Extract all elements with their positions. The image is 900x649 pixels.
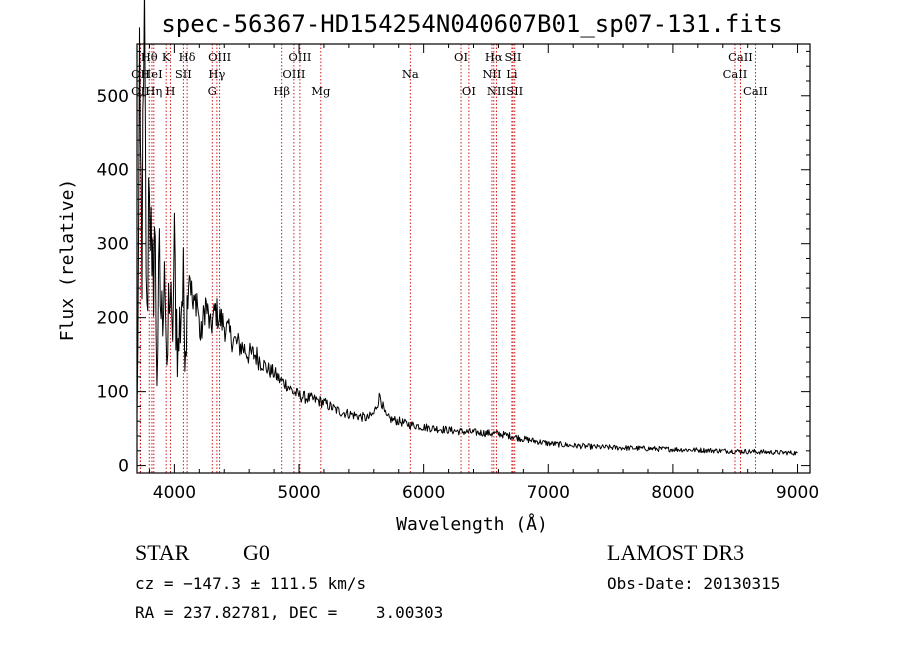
line-marker-label: CaII: [723, 67, 748, 81]
x-tick-label: 4000: [153, 483, 196, 503]
y-tick-label: 200: [97, 309, 129, 329]
plot-frame: [136, 43, 811, 474]
line-marker-label: Hθ: [141, 50, 158, 64]
series-group: [136, 0, 798, 456]
line-marker-label: Hβ: [273, 84, 290, 98]
line-marker-label: Li: [506, 67, 518, 81]
line-marker-label: Hα: [485, 50, 503, 64]
sky-coordinates: RA = 237.82781, DEC = 3.00303: [135, 603, 444, 622]
line-marker-label: OIII: [208, 50, 231, 64]
y-tick-label: 100: [97, 383, 129, 403]
observation-date: Obs-Date: 20130315: [607, 574, 781, 593]
y-tick-label: 0: [118, 457, 129, 477]
line-marker-group: [139, 44, 756, 473]
line-marker-label: NII: [487, 84, 506, 98]
object-subclass: G0: [243, 540, 270, 565]
y-tick-label: 300: [97, 235, 129, 255]
y-tick-label: 400: [97, 161, 129, 181]
line-marker-label: Hδ: [179, 50, 196, 64]
line-marker-label: Na: [402, 67, 419, 81]
line-marker-label: HeI: [141, 67, 162, 81]
redshift-velocity: cz = −147.3 ± 111.5 km/s: [135, 574, 367, 593]
line-marker-label: SII: [505, 50, 522, 64]
x-tick-label: 6000: [402, 483, 445, 503]
x-axis: 4000 5000 6000 7000 8000 9000: [148, 44, 819, 503]
object-class: STAR: [135, 540, 190, 565]
y-tick-label: 500: [97, 87, 129, 107]
line-marker-label: Hγ: [208, 67, 225, 81]
line-marker-label: OIII: [282, 67, 305, 81]
line-marker-label: SII: [506, 84, 523, 98]
y-axis-label: Flux (relative): [57, 179, 78, 342]
x-tick-label: 5000: [277, 483, 320, 503]
line-marker-label: CaII: [743, 84, 768, 98]
line-marker-label: OI: [454, 50, 468, 64]
line-marker-label: OIII: [288, 50, 311, 64]
line-marker-label: OI: [462, 84, 476, 98]
line-marker-label: CaII: [728, 50, 753, 64]
line-marker-label: H: [165, 84, 175, 98]
survey-release: LAMOST DR3: [607, 540, 745, 565]
line-marker-label: Mg: [311, 84, 331, 98]
x-tick-label: 7000: [527, 483, 570, 503]
line-marker-label: SII: [175, 67, 192, 81]
line-marker-label: OII: [131, 84, 150, 98]
x-tick-label: 9000: [776, 483, 819, 503]
line-marker-label: K: [162, 50, 171, 64]
x-axis-label: Wavelength (Å): [396, 513, 548, 535]
chart-title: spec-56367-HD154254N040607B01_sp07-131.f…: [161, 10, 782, 38]
line-marker-label: NII: [482, 67, 501, 81]
line-marker-label: G: [208, 84, 217, 98]
x-tick-label: 8000: [651, 483, 694, 503]
spectrum-line: [136, 0, 798, 456]
y-axis: 0 100 200 300 400 500: [97, 50, 810, 477]
line-marker-label: Hη: [145, 84, 162, 98]
line-marker-label: OII: [131, 67, 150, 81]
